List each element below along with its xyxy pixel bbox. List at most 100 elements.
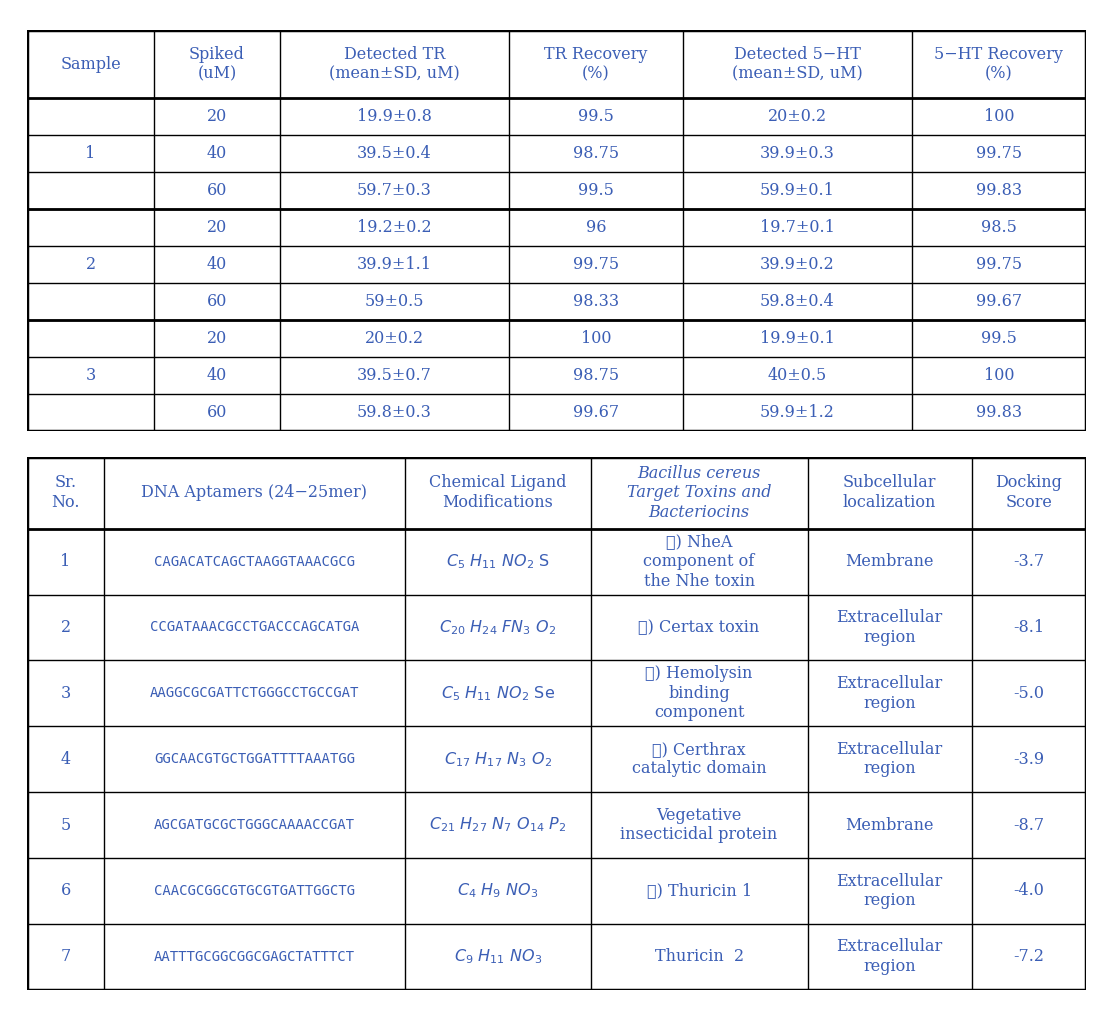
- Text: 다) Hemolysin
binding
component: 다) Hemolysin binding component: [645, 665, 753, 722]
- Text: Bacillus cereus
Target Toxins and
Bacteriocins: Bacillus cereus Target Toxins and Bacter…: [626, 465, 771, 521]
- Text: 7: 7: [60, 948, 70, 965]
- Text: Vegetative
insecticidal protein: Vegetative insecticidal protein: [621, 807, 778, 843]
- Text: CCGATAAACGCCTGACCCAGCATGA: CCGATAAACGCCTGACCCAGCATGA: [150, 620, 359, 634]
- Text: 99.67: 99.67: [975, 293, 1022, 311]
- Text: $C_{21}$ $H_{27}$ $N_7$ $O_{14}$ $P_2$: $C_{21}$ $H_{27}$ $N_7$ $O_{14}$ $P_2$: [429, 816, 567, 834]
- Text: 40: 40: [206, 256, 227, 273]
- Text: 19.7±0.1: 19.7±0.1: [760, 219, 835, 236]
- Text: Extracellular
region: Extracellular region: [837, 939, 942, 975]
- Text: Detected TR
(mean±SD, uM): Detected TR (mean±SD, uM): [329, 46, 460, 82]
- Text: 19.2±0.2: 19.2±0.2: [357, 219, 431, 236]
- Text: DNA Aptamers (24−25mer): DNA Aptamers (24−25mer): [142, 484, 367, 501]
- Text: CAGACATCAGCTAAGGTAAACGCG: CAGACATCAGCTAAGGTAAACGCG: [154, 554, 355, 568]
- Text: 가) NheA
component of
the Nhe toxin: 가) NheA component of the Nhe toxin: [644, 534, 755, 590]
- Text: Thuricin  2: Thuricin 2: [655, 948, 744, 965]
- Text: 99.75: 99.75: [975, 145, 1022, 162]
- Text: 2: 2: [60, 619, 70, 636]
- Text: 6: 6: [60, 882, 70, 899]
- Text: CAACGCGGCGTGCGTGATTGGCTG: CAACGCGGCGTGCGTGATTGGCTG: [154, 884, 355, 898]
- Text: $C_5$ $H_{11}$ $NO_2$ Se: $C_5$ $H_{11}$ $NO_2$ Se: [441, 684, 555, 702]
- Text: 100: 100: [580, 330, 611, 347]
- Text: -3.7: -3.7: [1014, 553, 1044, 570]
- Text: 59±0.5: 59±0.5: [364, 293, 425, 311]
- Text: 20±0.2: 20±0.2: [365, 330, 423, 347]
- Text: 20: 20: [206, 330, 227, 347]
- Text: Spiked
(uM): Spiked (uM): [189, 46, 245, 82]
- Text: -7.2: -7.2: [1014, 948, 1044, 965]
- Text: Extracellular
region: Extracellular region: [837, 873, 942, 909]
- Text: AGCGATGCGCTGGGCAAAACCGAT: AGCGATGCGCTGGGCAAAACCGAT: [154, 818, 355, 832]
- Text: 59.8±0.3: 59.8±0.3: [357, 404, 432, 421]
- Text: 39.5±0.7: 39.5±0.7: [357, 367, 432, 385]
- Text: 39.9±0.3: 39.9±0.3: [760, 145, 835, 162]
- Text: 마) Thuricin 1: 마) Thuricin 1: [646, 882, 751, 899]
- Text: 60: 60: [206, 404, 227, 421]
- Text: 96: 96: [586, 219, 606, 236]
- Text: 99.5: 99.5: [981, 330, 1017, 347]
- Text: $C_{20}$ $H_{24}$ $FN_3$ $O_2$: $C_{20}$ $H_{24}$ $FN_3$ $O_2$: [440, 618, 556, 636]
- Text: 98.5: 98.5: [981, 219, 1017, 236]
- Text: GGCAACGTGCTGGATTTTAAATGG: GGCAACGTGCTGGATTTTAAATGG: [154, 752, 355, 766]
- Text: AAGGCGCGATTCTGGGCCTGCCGAT: AAGGCGCGATTCTGGGCCTGCCGAT: [150, 686, 359, 700]
- Text: 40: 40: [206, 367, 227, 385]
- Text: 39.5±0.4: 39.5±0.4: [357, 145, 432, 162]
- Text: 39.9±0.2: 39.9±0.2: [760, 256, 835, 273]
- Text: 19.9±0.1: 19.9±0.1: [760, 330, 835, 347]
- Text: 99.5: 99.5: [578, 182, 613, 199]
- Text: 3: 3: [86, 367, 95, 385]
- Text: 59.7±0.3: 59.7±0.3: [357, 182, 432, 199]
- Text: Membrane: Membrane: [846, 553, 934, 570]
- Text: 60: 60: [206, 293, 227, 311]
- Text: 100: 100: [984, 367, 1014, 385]
- Text: 4: 4: [60, 751, 70, 767]
- Text: 98.33: 98.33: [573, 293, 619, 311]
- Text: 3: 3: [60, 685, 70, 701]
- Text: 98.75: 98.75: [573, 367, 619, 385]
- Text: 2: 2: [86, 256, 95, 273]
- Text: 19.9±0.8: 19.9±0.8: [357, 108, 432, 125]
- Text: 40±0.5: 40±0.5: [768, 367, 827, 385]
- Text: 59.8±0.4: 59.8±0.4: [760, 293, 835, 311]
- Text: 나) Certax toxin: 나) Certax toxin: [638, 619, 760, 636]
- Text: Extracellular
region: Extracellular region: [837, 609, 942, 646]
- Text: AATTTGCGGCGGCGAGCTATTTCT: AATTTGCGGCGGCGAGCTATTTCT: [154, 950, 355, 963]
- Text: -5.0: -5.0: [1014, 685, 1044, 701]
- Text: 60: 60: [206, 182, 227, 199]
- Text: Membrane: Membrane: [846, 816, 934, 833]
- Text: 1: 1: [60, 553, 70, 570]
- Text: Subcellular
localization: Subcellular localization: [842, 474, 937, 511]
- Text: 59.9±1.2: 59.9±1.2: [760, 404, 835, 421]
- Text: -3.9: -3.9: [1014, 751, 1044, 767]
- Text: Extracellular
region: Extracellular region: [837, 741, 942, 777]
- Text: 99.83: 99.83: [975, 182, 1022, 199]
- Text: TR Recovery
(%): TR Recovery (%): [544, 46, 647, 82]
- Text: 99.83: 99.83: [975, 404, 1022, 421]
- Text: 40: 40: [206, 145, 227, 162]
- Text: $C_4$ $H_9$ $NO_3$: $C_4$ $H_9$ $NO_3$: [457, 881, 539, 900]
- Text: 99.75: 99.75: [975, 256, 1022, 273]
- Text: Detected 5−HT
(mean±SD, uM): Detected 5−HT (mean±SD, uM): [732, 46, 862, 82]
- Text: $C_{17}$ $H_{17}$ $N_3$ $O_2$: $C_{17}$ $H_{17}$ $N_3$ $O_2$: [444, 750, 552, 768]
- Text: 100: 100: [984, 108, 1014, 125]
- Text: Docking
Score: Docking Score: [995, 474, 1062, 511]
- Text: 5−HT Recovery
(%): 5−HT Recovery (%): [935, 46, 1063, 82]
- Text: 라) Certhrax
catalytic domain: 라) Certhrax catalytic domain: [632, 741, 767, 777]
- Text: 1: 1: [86, 145, 95, 162]
- Text: Chemical Ligand
Modifications: Chemical Ligand Modifications: [429, 474, 567, 511]
- Text: -4.0: -4.0: [1014, 882, 1044, 899]
- Text: 39.9±1.1: 39.9±1.1: [357, 256, 432, 273]
- Text: 59.9±0.1: 59.9±0.1: [760, 182, 835, 199]
- Text: $C_9$ $H_{11}$ $NO_3$: $C_9$ $H_{11}$ $NO_3$: [454, 947, 542, 966]
- Text: 99.5: 99.5: [578, 108, 613, 125]
- Text: Sr.
No.: Sr. No.: [52, 474, 80, 511]
- Text: $C_5$ $H_{11}$ $NO_2$ S: $C_5$ $H_{11}$ $NO_2$ S: [445, 552, 550, 571]
- Text: 99.75: 99.75: [573, 256, 619, 273]
- Text: 20: 20: [206, 219, 227, 236]
- Text: 98.75: 98.75: [573, 145, 619, 162]
- Text: -8.1: -8.1: [1014, 619, 1044, 636]
- Text: 5: 5: [60, 816, 70, 833]
- Text: Extracellular
region: Extracellular region: [837, 675, 942, 712]
- Text: 99.67: 99.67: [573, 404, 619, 421]
- Text: 20±0.2: 20±0.2: [768, 108, 827, 125]
- Text: 20: 20: [206, 108, 227, 125]
